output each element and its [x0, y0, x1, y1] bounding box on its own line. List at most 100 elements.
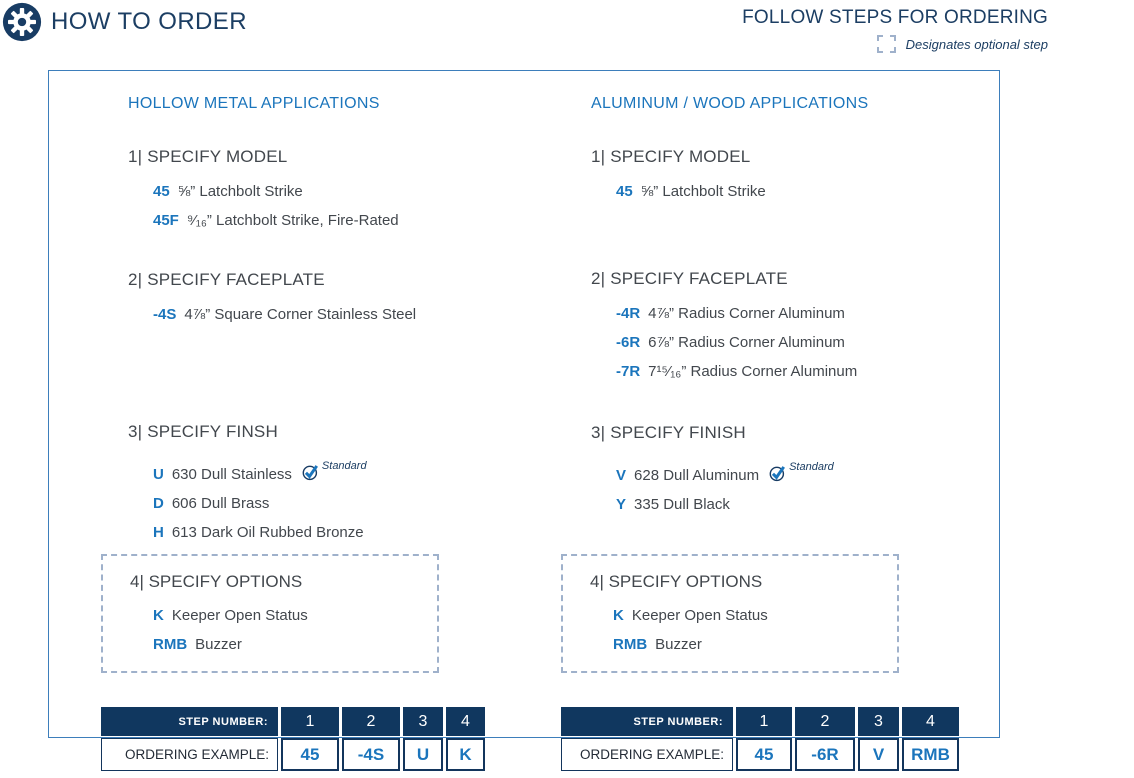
step-4-specify-options-box: 4| SPECIFY OPTIONS K Keeper Open Status R… [561, 554, 899, 673]
step-number-row: STEP NUMBER: 1 2 3 4 [101, 707, 485, 736]
step-number: 2 [795, 707, 855, 736]
example-value: 45 [281, 738, 339, 771]
finish-option: Y 335 Dull Black [616, 490, 834, 519]
ordering-example-row: ORDERING EXAMPLE: 45 -6R V RMB [561, 738, 959, 771]
step-title: 1| SPECIFY MODEL [128, 147, 288, 166]
extra-option: RMB Buzzer [153, 630, 437, 659]
finish-option: V 628 Dull Aluminum Standard [616, 453, 834, 490]
optional-step-legend: Designates optional step [742, 35, 1048, 53]
standard-badge: Standard [301, 452, 367, 481]
option-desc: Keeper Open Status [631, 607, 768, 624]
option-desc: 628 Dull Aluminum [634, 467, 760, 484]
example-value: V [858, 738, 899, 771]
finish-option: D 606 Dull Brass [153, 489, 367, 518]
option-code: K [613, 607, 624, 624]
brand: HOW TO ORDER [2, 2, 247, 42]
step-number: 3 [403, 707, 443, 736]
step-title: 4| SPECIFY OPTIONS [590, 572, 763, 591]
ordering-example-table-aluminum-wood: STEP NUMBER: 1 2 3 4 ORDERING EXAMPLE: 4… [561, 707, 959, 771]
gear-icon [2, 2, 42, 42]
step-title: 2| SPECIFY FACEPLATE [591, 269, 788, 288]
option-code: RMB [153, 636, 188, 653]
page-header: HOW TO ORDER FOLLOW STEPS FOR ORDERING D… [0, 0, 1134, 64]
example-value: RMB [902, 738, 959, 771]
option-code: -4R [616, 305, 641, 322]
option-code: -7R [616, 363, 641, 380]
follow-steps-title: FOLLOW STEPS FOR ORDERING [742, 7, 1048, 28]
option-code: -6R [616, 334, 641, 351]
finish-option: H 613 Dark Oil Rubbed Bronze [153, 518, 367, 547]
example-value: K [446, 738, 485, 771]
step-number: 4 [902, 707, 959, 736]
faceplate-option: -4R 4⅞” Radius Corner Aluminum [616, 299, 857, 328]
option-desc: 606 Dull Brass [171, 495, 270, 512]
option-desc: 4⅞” Radius Corner Aluminum [648, 305, 845, 322]
option-desc: 335 Dull Black [634, 496, 730, 513]
step-number-label: STEP NUMBER: [101, 707, 278, 736]
standard-badge: Standard [768, 453, 834, 482]
standard-label: Standard [321, 460, 367, 472]
step-number-row: STEP NUMBER: 1 2 3 4 [561, 707, 959, 736]
step-2-specify-faceplate: 2| SPECIFY FACEPLATE -4R 4⅞” Radius Corne… [591, 269, 857, 386]
extra-option: K Keeper Open Status [613, 601, 897, 630]
option-desc: ⁹⁄₁₆” Latchbolt Strike, Fire-Rated [186, 212, 399, 229]
option-code: K [153, 607, 164, 624]
ordering-example-row: ORDERING EXAMPLE: 45 -4S U K [101, 738, 485, 771]
extra-option: RMB Buzzer [613, 630, 897, 659]
follow-steps-header: FOLLOW STEPS FOR ORDERING Designates opt… [742, 7, 1048, 53]
example-value: 45 [736, 738, 792, 771]
option-desc: 613 Dark Oil Rubbed Bronze [171, 524, 364, 541]
ordering-example-label: ORDERING EXAMPLE: [561, 738, 733, 771]
model-option: 45 ⅝” Latchbolt Strike [616, 177, 766, 206]
option-code: V [616, 467, 627, 484]
step-number: 1 [736, 707, 792, 736]
step-1-specify-model: 1| SPECIFY MODEL 45 ⅝” Latchbolt Strike [591, 147, 766, 206]
option-code: D [153, 495, 164, 512]
option-code: 45 [153, 183, 170, 200]
standard-label: Standard [789, 461, 834, 473]
step-3-specify-finish: 3| SPECIFY FINISH V 628 Dull Aluminum Stan… [591, 423, 834, 519]
option-code: U [153, 466, 164, 483]
option-code: 45F [153, 212, 179, 229]
step-title: 3| SPECIFY FINSH [128, 422, 278, 441]
option-desc: 6⅞” Radius Corner Aluminum [648, 334, 845, 351]
step-number-label: STEP NUMBER: [561, 707, 733, 736]
option-code: 45 [616, 183, 633, 200]
option-desc: 4⅞” Square Corner Stainless Steel [184, 306, 417, 323]
option-desc: 630 Dull Stainless [171, 466, 292, 483]
ordering-panel: HOLLOW METAL APPLICATIONS 1| SPECIFY MOD… [48, 70, 1000, 771]
option-code: Y [616, 496, 627, 513]
step-1-specify-model: 1| SPECIFY MODEL 45 ⅝” Latchbolt Strike 4… [128, 147, 399, 235]
option-desc: Keeper Open Status [171, 607, 308, 624]
extra-option: K Keeper Open Status [153, 601, 437, 630]
step-number: 4 [446, 707, 485, 736]
option-desc: ⅝” Latchbolt Strike [640, 183, 766, 200]
option-code: H [153, 524, 164, 541]
example-value: -6R [795, 738, 855, 771]
column-heading-hollow-metal: HOLLOW METAL APPLICATIONS [128, 95, 380, 112]
step-2-specify-faceplate: 2| SPECIFY FACEPLATE -4S 4⅞” Square Corne… [128, 270, 416, 329]
page-title: HOW TO ORDER [51, 8, 247, 35]
step-title: 3| SPECIFY FINISH [591, 423, 746, 442]
standard-check-icon [302, 465, 318, 481]
option-desc: 7¹⁵⁄₁₆” Radius Corner Aluminum [648, 363, 858, 380]
standard-check-icon [769, 466, 786, 482]
step-title: 4| SPECIFY OPTIONS [130, 572, 303, 591]
option-code: -4S [153, 306, 177, 323]
example-value: -4S [342, 738, 400, 771]
step-number: 3 [858, 707, 899, 736]
option-desc: Buzzer [195, 636, 242, 653]
model-option: 45 ⅝” Latchbolt Strike [153, 177, 399, 206]
step-number: 2 [342, 707, 400, 736]
step-number: 1 [281, 707, 339, 736]
option-desc: Buzzer [655, 636, 702, 653]
step-3-specify-finish: 3| SPECIFY FINSH U 630 Dull Stainless Stan… [128, 422, 367, 547]
example-value: U [403, 738, 443, 771]
option-code: RMB [613, 636, 648, 653]
step-title: 1| SPECIFY MODEL [591, 147, 751, 166]
optional-step-note: Designates optional step [905, 36, 1048, 52]
faceplate-option: -7R 7¹⁵⁄₁₆” Radius Corner Aluminum [616, 357, 857, 386]
ordering-example-label: ORDERING EXAMPLE: [101, 738, 278, 771]
model-option: 45F ⁹⁄₁₆” Latchbolt Strike, Fire-Rated [153, 206, 399, 235]
optional-step-swatch [876, 35, 896, 53]
